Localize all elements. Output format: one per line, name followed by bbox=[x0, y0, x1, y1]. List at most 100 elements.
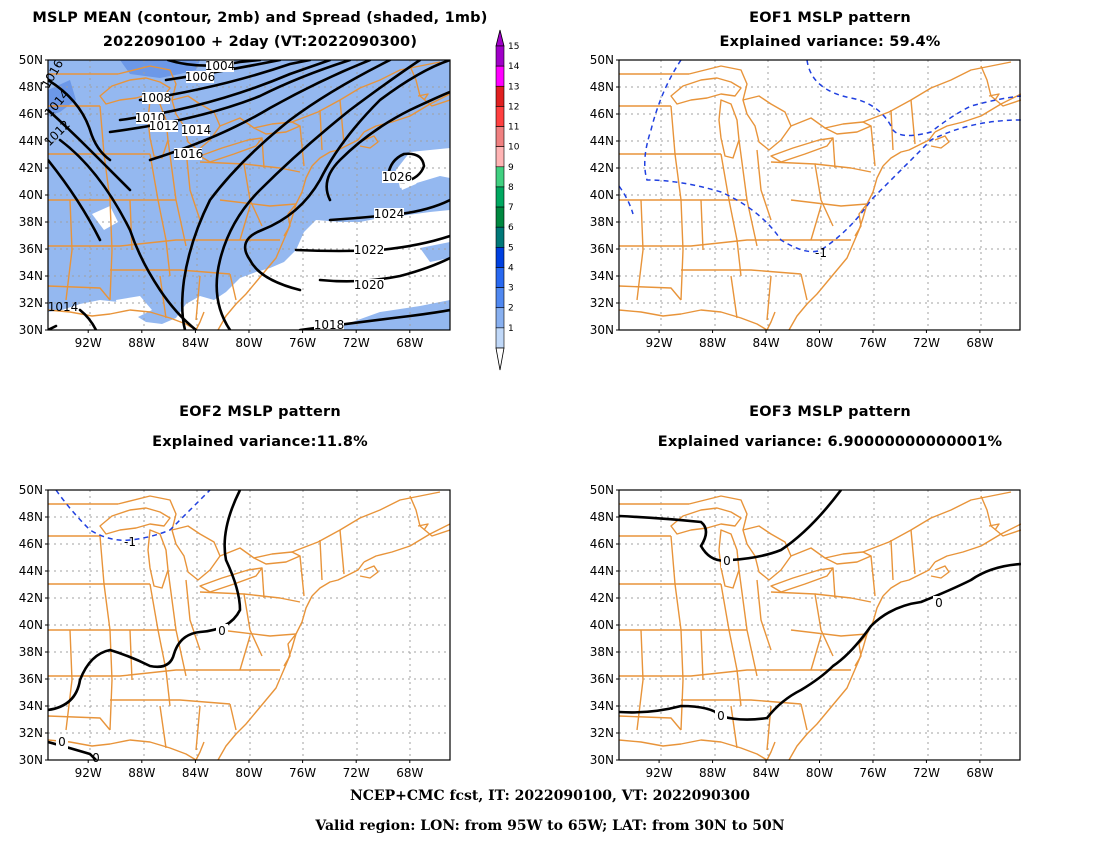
lon-tick-label: 88W bbox=[699, 336, 726, 350]
panel3-title: EOF2 MSLP pattern bbox=[179, 404, 341, 420]
lat-tick-label: 44N bbox=[19, 134, 43, 148]
lon-tick-label: 92W bbox=[646, 766, 673, 780]
panel4-title: EOF3 MSLP pattern bbox=[749, 404, 911, 420]
lat-tick-label: 34N bbox=[590, 269, 614, 283]
svg-text:-1: -1 bbox=[124, 535, 136, 549]
lat-tick-label: 32N bbox=[590, 726, 614, 740]
lon-tick-label: 72W bbox=[913, 766, 940, 780]
lat-tick-label: 34N bbox=[19, 699, 43, 713]
svg-text:0: 0 bbox=[92, 751, 100, 765]
svg-text:1004: 1004 bbox=[205, 59, 236, 73]
colorbar-swatch bbox=[495, 307, 505, 329]
lon-tick-label: 72W bbox=[913, 336, 940, 350]
lat-tick-label: 44N bbox=[590, 564, 614, 578]
svg-text:0: 0 bbox=[717, 709, 725, 723]
svg-text:1012: 1012 bbox=[149, 119, 180, 133]
svg-text:1022: 1022 bbox=[354, 243, 385, 257]
lat-tick-label: 46N bbox=[19, 107, 43, 121]
colorbar-swatch bbox=[495, 166, 505, 188]
lon-tick-label: 76W bbox=[289, 336, 316, 350]
colorbar-label: 5 bbox=[508, 243, 514, 253]
lat-tick-label: 40N bbox=[19, 188, 43, 202]
panel3-map: 0 0 0 -1 bbox=[47, 489, 451, 765]
lon-tick-label: 84W bbox=[182, 766, 209, 780]
colorbar-label: 4 bbox=[508, 263, 514, 273]
lat-tick-label: 40N bbox=[590, 618, 614, 632]
svg-text:0: 0 bbox=[723, 554, 731, 568]
svg-text:0: 0 bbox=[218, 624, 226, 638]
colorbar-label: 11 bbox=[508, 123, 519, 133]
lat-tick-label: 44N bbox=[19, 564, 43, 578]
colorbar-label: 6 bbox=[508, 223, 514, 233]
svg-text:1008: 1008 bbox=[141, 91, 172, 105]
colorbar-label: 14 bbox=[508, 62, 520, 72]
lon-tick-label: 88W bbox=[699, 766, 726, 780]
lon-tick-label: 72W bbox=[343, 766, 370, 780]
svg-text:1026: 1026 bbox=[382, 170, 413, 184]
lat-tick-label: 44N bbox=[590, 134, 614, 148]
colorbar-swatch bbox=[495, 106, 505, 127]
colorbar-swatch bbox=[495, 146, 505, 168]
colorbar-swatch bbox=[495, 267, 505, 288]
svg-text:1014: 1014 bbox=[48, 300, 79, 314]
panel2-map: -1 bbox=[618, 59, 1021, 331]
colorbar-swatch bbox=[495, 247, 505, 268]
lat-tick-label: 38N bbox=[19, 645, 43, 659]
lat-tick-label: 36N bbox=[590, 672, 614, 686]
lat-tick-label: 34N bbox=[590, 699, 614, 713]
colorbar-label: 3 bbox=[508, 284, 514, 294]
footer-line-2: Valid region: LON: from 95W to 65W; LAT:… bbox=[315, 818, 785, 834]
lat-tick-label: 30N bbox=[19, 323, 43, 337]
lon-tick-label: 92W bbox=[646, 336, 673, 350]
svg-text:1006: 1006 bbox=[185, 70, 216, 84]
colorbar-label: 7 bbox=[508, 203, 514, 213]
svg-text:1020: 1020 bbox=[354, 278, 385, 292]
lat-tick-label: 48N bbox=[590, 80, 614, 94]
lon-tick-label: 80W bbox=[806, 766, 833, 780]
lat-tick-label: 36N bbox=[590, 242, 614, 256]
colorbar-swatch bbox=[495, 65, 505, 87]
colorbar-swatch bbox=[495, 45, 505, 67]
lon-tick-label: 88W bbox=[128, 336, 155, 350]
lon-tick-label: 92W bbox=[75, 766, 102, 780]
lon-tick-label: 76W bbox=[859, 336, 886, 350]
colorbar-swatch bbox=[495, 206, 505, 228]
lat-tick-label: 42N bbox=[19, 161, 43, 175]
eof3-labels: 0 0 0 bbox=[715, 554, 945, 723]
lat-tick-label: 46N bbox=[590, 107, 614, 121]
svg-text:1018: 1018 bbox=[314, 318, 345, 332]
lat-tick-label: 38N bbox=[590, 645, 614, 659]
lon-tick-label: 72W bbox=[343, 336, 370, 350]
svg-text:1016: 1016 bbox=[173, 147, 204, 161]
colorbar-label: 8 bbox=[508, 183, 514, 193]
lat-tick-label: 46N bbox=[590, 537, 614, 551]
lat-tick-label: 36N bbox=[19, 242, 43, 256]
colorbar-bottom-arrow bbox=[495, 347, 505, 371]
eof1-contours bbox=[619, 60, 1021, 253]
lon-tick-label: 68W bbox=[396, 336, 423, 350]
lat-tick-label: 32N bbox=[19, 726, 43, 740]
colorbar-label: 2 bbox=[508, 304, 514, 314]
lat-tick-label: 50N bbox=[590, 53, 614, 67]
lat-tick-label: 32N bbox=[19, 296, 43, 310]
lat-tick-label: 42N bbox=[590, 591, 614, 605]
lat-tick-label: 30N bbox=[590, 753, 614, 767]
spread-colorbar: 15 14 13 12 11 10 9 8 7 6 5 4 3 2 1 bbox=[495, 29, 520, 371]
lon-tick-label: 80W bbox=[235, 336, 262, 350]
colorbar-label: 9 bbox=[508, 163, 514, 173]
colorbar-label: 10 bbox=[508, 143, 520, 153]
colorbar-swatch bbox=[495, 186, 505, 208]
lon-tick-label: 68W bbox=[966, 336, 993, 350]
lat-tick-label: 50N bbox=[590, 483, 614, 497]
svg-text:0: 0 bbox=[58, 735, 66, 749]
colorbar-swatch bbox=[495, 226, 505, 248]
lon-tick-label: 76W bbox=[859, 766, 886, 780]
panel3-subtitle: Explained variance:11.8% bbox=[152, 434, 368, 450]
lat-tick-label: 30N bbox=[19, 753, 43, 767]
svg-text:0: 0 bbox=[935, 596, 943, 610]
eof2-contours bbox=[48, 490, 242, 760]
panel4-map: 0 0 0 bbox=[618, 489, 1021, 761]
lon-tick-label: 84W bbox=[182, 336, 209, 350]
lat-tick-label: 30N bbox=[590, 323, 614, 337]
